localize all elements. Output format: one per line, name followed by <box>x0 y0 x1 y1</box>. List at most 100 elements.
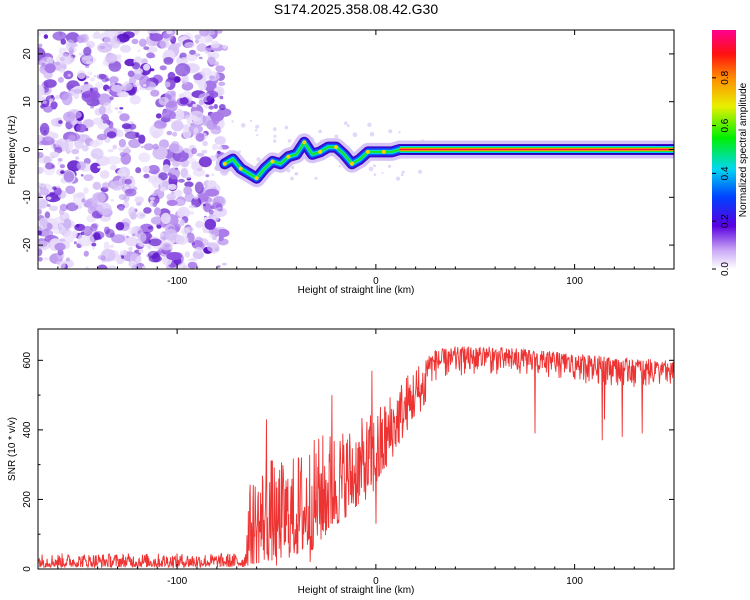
noise-blob <box>59 68 65 73</box>
noise-blob <box>125 236 138 247</box>
noise-blob <box>216 150 221 154</box>
noise-blob <box>164 81 171 88</box>
noise-blob <box>207 180 217 188</box>
noise-blob <box>75 156 80 160</box>
noise-blob <box>77 70 86 80</box>
noise-blob <box>75 224 80 228</box>
noise-blob <box>89 77 96 82</box>
noise-blob <box>121 82 133 91</box>
noise-blob <box>140 213 145 217</box>
noise-blob <box>167 172 173 176</box>
noise-blob <box>151 192 158 197</box>
noise-blob <box>159 65 167 71</box>
noise-blob <box>166 199 178 206</box>
noise-blob <box>54 61 61 66</box>
noise-blob <box>119 91 129 98</box>
noise-blob <box>114 107 119 110</box>
noise-blob <box>216 265 221 268</box>
noise-blob <box>105 108 113 114</box>
noise-blob <box>93 74 97 78</box>
noise-blob <box>184 192 195 203</box>
chart-title: S174.2025.358.08.42.G30 <box>273 1 439 17</box>
noise-blob <box>121 254 125 259</box>
noise-blob <box>122 31 135 39</box>
noise-blob <box>52 143 56 147</box>
noise-blob <box>140 145 145 149</box>
y-tick-label: 20 <box>22 48 33 60</box>
noise-blob <box>201 149 208 154</box>
noise-blob <box>109 37 121 49</box>
noise-blob <box>71 148 80 155</box>
noise-blob <box>204 47 212 55</box>
noise-blob <box>184 115 191 120</box>
noise-blob <box>104 30 119 37</box>
noise-blob <box>206 95 213 103</box>
noise-blob <box>67 132 81 142</box>
noise-blob <box>41 100 48 104</box>
noise-blob <box>142 165 150 173</box>
noise-blob <box>38 240 51 251</box>
noise-blob <box>38 166 44 174</box>
spectrogram-content <box>38 30 674 269</box>
noise-blob <box>38 198 49 209</box>
noise-blob <box>138 248 144 254</box>
noise-blob <box>193 127 199 134</box>
noise-blob <box>209 92 215 98</box>
noise-blob <box>141 58 148 65</box>
noise-blob <box>46 204 51 207</box>
noise-blob <box>164 228 178 241</box>
noise-blob <box>208 105 214 110</box>
noise-blob <box>65 185 76 195</box>
noise-speck <box>290 165 295 170</box>
noise-blob <box>143 207 152 214</box>
noise-blob <box>197 167 203 172</box>
track-hotspot <box>222 161 227 166</box>
y-tick-label: 600 <box>22 352 33 369</box>
noise-blob <box>106 88 110 93</box>
noise-blob <box>207 242 220 253</box>
track-hotspot <box>350 161 354 166</box>
noise-blob <box>216 228 230 238</box>
noise-blob <box>54 242 66 251</box>
noise-blob <box>203 196 213 203</box>
noise-blob <box>149 68 155 72</box>
noise-blob <box>125 235 130 239</box>
noise-speck <box>254 129 258 132</box>
noise-blob <box>212 236 217 241</box>
noise-speck <box>272 127 277 132</box>
noise-blob <box>166 130 173 136</box>
noise-blob <box>83 200 92 208</box>
noise-blob <box>174 189 183 197</box>
noise-blob <box>99 170 110 179</box>
noise-speck <box>338 165 341 168</box>
noise-blob <box>149 54 156 58</box>
noise-blob <box>100 255 106 261</box>
noise-blob <box>50 118 62 127</box>
noise-blob <box>110 164 117 171</box>
noise-blob <box>150 89 160 97</box>
noise-speck <box>240 123 246 128</box>
noise-blob <box>205 188 220 197</box>
noise-blob <box>205 35 214 43</box>
noise-blob <box>222 262 227 266</box>
noise-blob <box>107 149 114 153</box>
colorbar-tick-label: 0.4 <box>720 166 731 180</box>
noise-blob <box>50 151 60 158</box>
noise-blob <box>105 53 118 64</box>
noise-blob <box>76 34 87 43</box>
noise-blob <box>83 250 89 257</box>
noise-blob <box>38 84 45 97</box>
noise-blob <box>92 117 104 126</box>
noise-blob <box>152 201 158 208</box>
noise-blob <box>210 40 220 49</box>
track-hotspot <box>302 140 307 145</box>
noise-speck <box>290 176 294 181</box>
noise-blob <box>206 71 220 82</box>
noise-blob <box>139 75 151 88</box>
noise-blob <box>87 235 95 243</box>
noise-blob <box>182 162 187 167</box>
noise-blob <box>135 198 141 203</box>
noise-speck <box>255 124 260 129</box>
x-tick-label: 0 <box>373 576 379 587</box>
